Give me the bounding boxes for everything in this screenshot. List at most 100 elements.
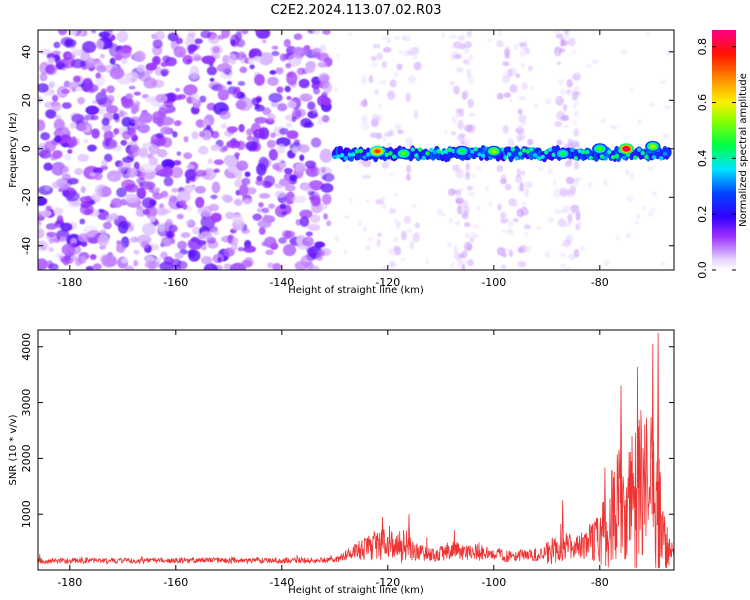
noise-blob (210, 194, 218, 200)
noise-blob (124, 183, 139, 193)
noise-blob (71, 242, 78, 248)
noise-blob (501, 74, 511, 84)
snr-series-line (38, 332, 674, 569)
noise-blob (245, 140, 258, 151)
noise-blob (512, 202, 519, 208)
signal-blob (447, 147, 453, 152)
noise-blob (160, 126, 172, 135)
signal-peak (459, 149, 465, 153)
signal-blob (436, 148, 441, 154)
noise-blob (389, 261, 397, 268)
noise-blob (255, 179, 265, 186)
noise-blob (151, 55, 161, 66)
noise-blob (524, 188, 529, 198)
noise-blob (553, 30, 560, 34)
noise-blob (55, 178, 67, 188)
noise-blob (38, 227, 45, 239)
noise-blob (615, 236, 620, 241)
noise-blob (571, 95, 575, 101)
noise-blob (261, 207, 270, 214)
noise-blob (161, 158, 175, 170)
noise-blob (84, 195, 92, 202)
noise-blob (201, 55, 216, 65)
noise-blob (286, 72, 294, 78)
noise-blob (267, 76, 279, 86)
signal-blob (610, 154, 616, 160)
colorbar-tick-label: 0.2 (696, 205, 709, 223)
noise-blob (145, 204, 157, 219)
noise-blob (287, 54, 302, 67)
noise-blob (357, 220, 362, 227)
noise-blob (566, 189, 575, 196)
noise-blob (254, 73, 265, 86)
noise-blob (48, 263, 59, 270)
noise-blob (128, 85, 136, 90)
noise-blob (106, 85, 115, 94)
noise-blob (267, 262, 274, 269)
noise-blob (144, 260, 160, 269)
noise-blob (567, 138, 573, 143)
noise-blob (376, 52, 384, 61)
noise-blob (171, 187, 179, 193)
noise-blob (467, 259, 474, 267)
noise-blob (163, 176, 174, 187)
noise-blob (264, 238, 275, 245)
noise-blob (234, 32, 243, 41)
noise-blob (441, 32, 445, 38)
noise-blob (573, 119, 577, 126)
noise-blob (101, 123, 112, 132)
noise-blob (284, 184, 296, 192)
noise-blob (85, 266, 94, 270)
noise-blob (564, 32, 570, 39)
signal-blob (351, 152, 356, 157)
noise-blob (172, 131, 178, 138)
signal-blob (544, 150, 549, 155)
noise-blob (450, 262, 455, 268)
noise-blob (244, 171, 251, 178)
noise-blob (312, 108, 318, 114)
noise-blob (299, 209, 313, 219)
noise-blob (414, 222, 420, 229)
noise-blob (467, 98, 474, 108)
noise-blob (62, 258, 70, 266)
noise-blob (465, 61, 471, 66)
noise-blob (520, 200, 527, 206)
noise-blob (252, 213, 263, 221)
noise-blob (360, 75, 367, 85)
noise-blob (171, 264, 182, 270)
colorbar: 0.0 0.2 0.4 0.6 0.8 Normalized spectral ampl… (696, 30, 749, 279)
noise-blob (603, 179, 608, 187)
noise-blob (553, 188, 562, 198)
noise-blob (228, 129, 235, 134)
noise-blob (148, 199, 157, 207)
spectrogram-y-ticks: -40 -20 0 20 40 (20, 45, 674, 255)
noise-blob (362, 226, 368, 233)
noise-blob (259, 192, 271, 199)
y-tick-label: -20 (20, 188, 33, 206)
noise-blob (299, 154, 305, 161)
noise-blob (55, 114, 62, 120)
signal-blob (417, 147, 423, 152)
noise-blob (185, 220, 192, 225)
noise-blob (61, 102, 72, 109)
signal-blob (536, 156, 542, 161)
noise-blob (38, 240, 49, 252)
noise-blob (516, 134, 522, 142)
noise-blob (80, 186, 86, 194)
noise-blob (236, 51, 246, 61)
snr-x-ticks: -180 -160 -140 -120 -100 -80 (57, 330, 609, 589)
y-tick-label: 1000 (20, 500, 33, 528)
noise-blob (278, 127, 289, 135)
noise-blob (382, 264, 388, 270)
figure-title: C2E2.2024.113.07.02.R03 (270, 3, 441, 18)
noise-blob (197, 207, 205, 214)
noise-blob (461, 263, 466, 270)
noise-blob (183, 136, 189, 143)
noise-blob (45, 109, 57, 119)
noise-blob (136, 187, 147, 200)
noise-blob (134, 118, 145, 126)
noise-blob (488, 200, 493, 207)
noise-blob (317, 61, 328, 68)
noise-blob (121, 130, 131, 140)
colorbar-tick-label: 0.6 (696, 94, 709, 112)
